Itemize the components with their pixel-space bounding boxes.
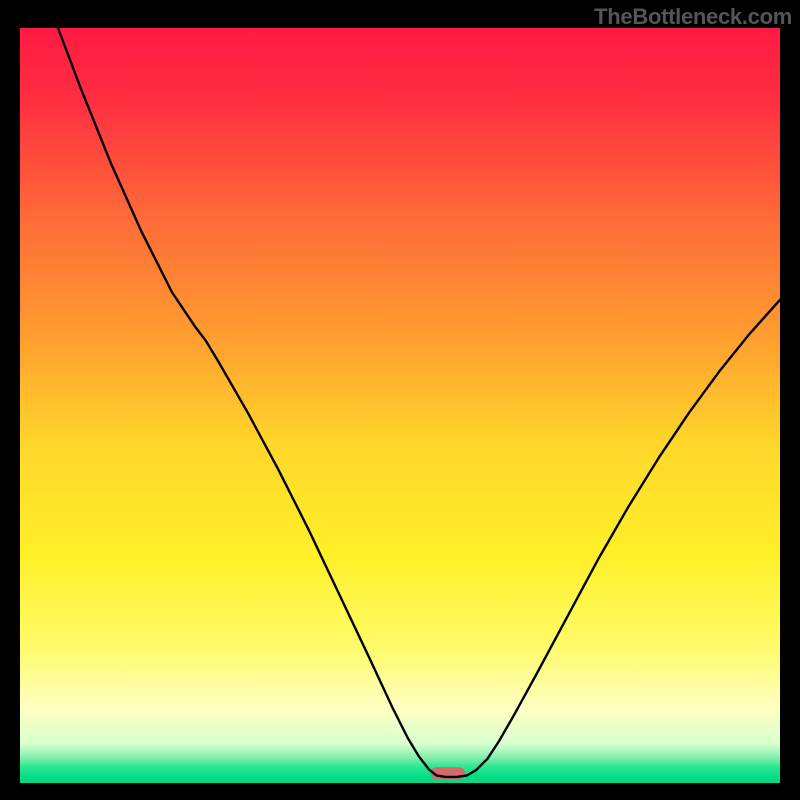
chart-svg [20,28,780,783]
gradient-background [20,28,780,783]
plot-area [20,28,780,783]
chart-container: TheBottleneck.com [0,0,800,800]
attribution-label: TheBottleneck.com [594,4,792,30]
